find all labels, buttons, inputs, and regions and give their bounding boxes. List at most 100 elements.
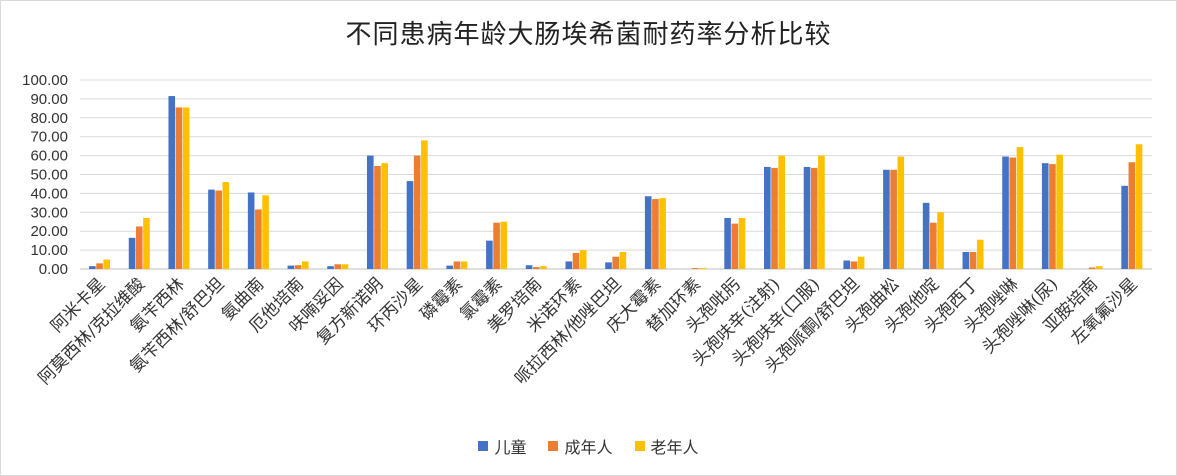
bar: [222, 182, 230, 269]
y-tick-label: 0.00: [39, 261, 68, 278]
y-tick-label: 60.00: [30, 148, 68, 165]
bar: [691, 268, 699, 269]
bar: [976, 239, 984, 269]
bar: [738, 217, 746, 269]
bar: [208, 189, 215, 269]
bar: [699, 268, 706, 269]
bar: [1121, 185, 1128, 269]
bar: [500, 221, 508, 269]
bar: [1128, 162, 1136, 269]
bar: [1049, 164, 1056, 269]
bar: [262, 195, 269, 269]
bar: [883, 169, 890, 269]
legend-swatch: [548, 441, 559, 451]
y-tick-label: 10.00: [30, 242, 68, 259]
bar: [374, 166, 381, 269]
bar: [540, 266, 547, 269]
bar: [294, 265, 302, 269]
bar: [619, 251, 627, 269]
chart-title: 不同患病年龄大肠埃希菌耐药率分析比较: [345, 20, 832, 50]
bar: [565, 261, 573, 269]
bar: [612, 256, 619, 269]
chart-legend: 儿童 成年人 老年人: [0, 434, 1177, 458]
bar: [334, 264, 342, 269]
y-tick-label: 80.00: [30, 110, 68, 127]
legend-item: 老年人: [634, 434, 699, 458]
bar: [922, 202, 930, 269]
bar: [327, 266, 334, 269]
legend-swatch: [478, 441, 489, 451]
legend-label: 儿童: [494, 438, 527, 457]
bar: [731, 223, 739, 269]
bar: [525, 265, 533, 269]
bar: [1056, 154, 1063, 269]
bar: [652, 199, 659, 269]
y-tick-label: 90.00: [30, 91, 68, 108]
bar: [341, 264, 349, 269]
y-tick-label: 50.00: [30, 167, 68, 184]
bar: [182, 107, 190, 269]
bar: [413, 155, 421, 269]
bar: [143, 217, 150, 269]
bar: [778, 155, 786, 269]
bar: [493, 222, 500, 269]
bar: [453, 261, 461, 269]
bar: [175, 107, 183, 269]
bar: [1135, 144, 1143, 269]
bar: [421, 140, 428, 269]
bar: [103, 259, 111, 269]
bar: [605, 262, 612, 269]
bar: [572, 252, 580, 269]
bar: [771, 167, 778, 269]
bar: [1088, 267, 1096, 269]
y-tick-label: 70.00: [30, 129, 68, 146]
y-tick-label: 40.00: [30, 185, 68, 202]
bar: [659, 198, 666, 270]
bar: [1096, 266, 1103, 269]
bar: [764, 166, 771, 269]
bar: [366, 155, 374, 269]
bar: [532, 267, 540, 269]
bar: [937, 212, 944, 269]
bar: [857, 256, 865, 269]
bar: [215, 190, 222, 269]
bar: [930, 222, 937, 269]
bar: [850, 261, 858, 269]
bar: [843, 260, 851, 269]
bar: [486, 240, 493, 269]
bar: [890, 169, 897, 269]
bar: [247, 192, 255, 269]
y-tick-label: 20.00: [30, 223, 68, 240]
bar: [579, 250, 587, 269]
y-tick-label: 100.00: [22, 72, 68, 89]
bar: [89, 266, 96, 269]
bar: [301, 261, 309, 269]
bar: [1002, 156, 1009, 269]
bar: [810, 167, 818, 269]
bar: [644, 196, 652, 269]
bar: [96, 263, 103, 269]
bar: [255, 209, 262, 269]
bar: [969, 251, 977, 269]
bar: [897, 156, 905, 269]
legend-label: 成年人: [564, 438, 613, 457]
bar: [406, 181, 414, 269]
bar: [135, 226, 143, 269]
legend-item: 儿童: [478, 434, 526, 458]
bar: [803, 166, 811, 269]
bar: [818, 155, 825, 269]
legend-label: 老年人: [650, 438, 699, 457]
y-tick-label: 30.00: [30, 204, 68, 221]
bar: [446, 265, 453, 269]
bar: [1041, 163, 1049, 269]
x-category-label: 磷霉素: [417, 274, 467, 324]
bar: [460, 261, 468, 269]
bar: [381, 163, 388, 269]
bar: [168, 96, 176, 269]
bar: [962, 251, 970, 269]
bar: [1009, 157, 1017, 269]
bar: [128, 237, 136, 269]
bar: [1016, 147, 1024, 269]
